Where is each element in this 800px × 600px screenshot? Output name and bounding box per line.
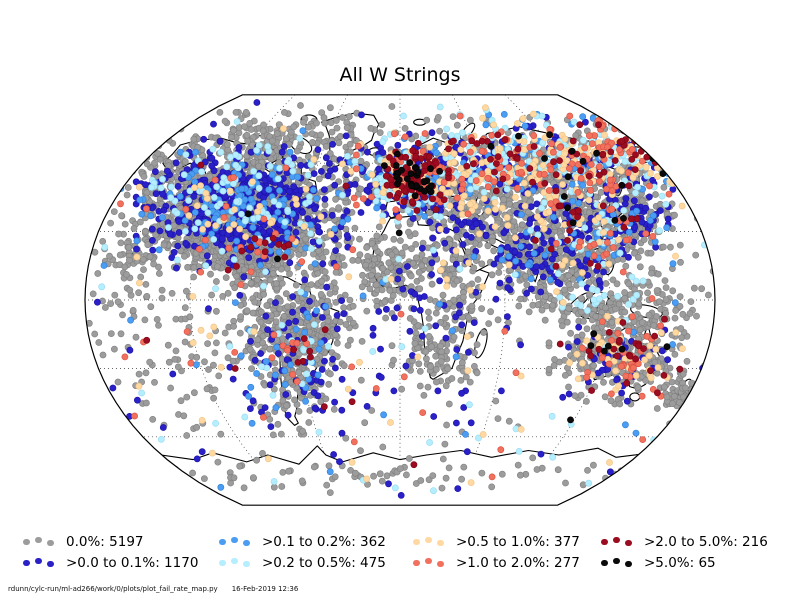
legend-column: >0.5 to 1.0%: 377 >1.0 to 2.0%: 277 [412, 531, 580, 573]
legend-dot-icon [601, 559, 608, 566]
legend-dot-icon [425, 557, 432, 564]
legend-dot-icon [47, 560, 54, 567]
legend-marker-dots [218, 557, 254, 569]
legend-label: >0.1 to 0.2%: 362 [262, 533, 386, 550]
legend-marker-dots [218, 536, 254, 548]
legend-dot-icon [613, 557, 620, 564]
legend-dot-icon [231, 536, 238, 543]
legend-item: >2.0 to 5.0%: 216 [600, 531, 768, 552]
legend-marker-dots [600, 536, 636, 548]
legend-marker-dots [22, 557, 58, 569]
legend-dot-icon [613, 536, 620, 543]
legend-dot-icon [413, 538, 420, 545]
legend-column: 0.0%: 5197 >0.0 to 0.1%: 1170 [22, 531, 198, 573]
source-path-label: rdunn/cylc-run/ml-ad266/work/0/plots/plo… [8, 585, 218, 593]
legend-label: >0.2 to 0.5%: 475 [262, 554, 386, 571]
legend-dot-icon [35, 557, 42, 564]
legend-item: >0.5 to 1.0%: 377 [412, 531, 580, 552]
legend-column: >0.1 to 0.2%: 362 >0.2 to 0.5%: 475 [218, 531, 386, 573]
legend-label: >0.5 to 1.0%: 377 [456, 533, 580, 550]
legend-marker-dots [22, 536, 58, 548]
legend-dot-icon [413, 559, 420, 566]
legend-marker-dots [412, 536, 448, 548]
legend-dot-icon [425, 536, 432, 543]
legend-dot-icon [47, 539, 54, 546]
legend-item: >0.0 to 0.1%: 1170 [22, 552, 198, 573]
legend-item: >0.2 to 0.5%: 475 [218, 552, 386, 573]
legend-dot-icon [231, 557, 238, 564]
timestamp-label: 16-Feb-2019 12:36 [231, 585, 299, 593]
legend-label: >5.0%: 65 [644, 554, 716, 571]
world-map [84, 94, 716, 506]
legend-dot-icon [243, 539, 250, 546]
legend-label: >0.0 to 0.1%: 1170 [66, 554, 199, 571]
legend-dot-icon [437, 560, 444, 567]
legend-dot-icon [601, 538, 608, 545]
legend-dot-icon [219, 538, 226, 545]
legend-dot-icon [23, 559, 30, 566]
plot-title: All W Strings [339, 64, 461, 86]
legend-dot-icon [35, 536, 42, 543]
legend-dot-icon [23, 538, 30, 545]
legend-label: >1.0 to 2.0%: 277 [456, 554, 580, 571]
map-inner [85, 94, 715, 506]
legend-marker-dots [412, 557, 448, 569]
legend-item: 0.0%: 5197 [22, 531, 198, 552]
map-border [84, 94, 716, 506]
legend: 0.0%: 5197 >0.0 to 0.1%: 1170 >0.1 to 0.2%… [0, 531, 800, 577]
legend-label: >2.0 to 5.0%: 216 [644, 533, 768, 550]
legend-item: >5.0%: 65 [600, 552, 768, 573]
legend-item: >1.0 to 2.0%: 277 [412, 552, 580, 573]
legend-marker-dots [600, 557, 636, 569]
legend-dot-icon [625, 539, 632, 546]
legend-label: 0.0%: 5197 [66, 533, 144, 550]
legend-dot-icon [437, 539, 444, 546]
legend-dot-icon [243, 560, 250, 567]
legend-dot-icon [625, 560, 632, 567]
scatter-dots-layer [85, 97, 715, 503]
footer: rdunn/cylc-run/ml-ad266/work/0/plots/plo… [8, 585, 312, 593]
legend-dot-icon [219, 559, 226, 566]
legend-item: >0.1 to 0.2%: 362 [218, 531, 386, 552]
legend-column: >2.0 to 5.0%: 216 >5.0%: 65 [600, 531, 768, 573]
